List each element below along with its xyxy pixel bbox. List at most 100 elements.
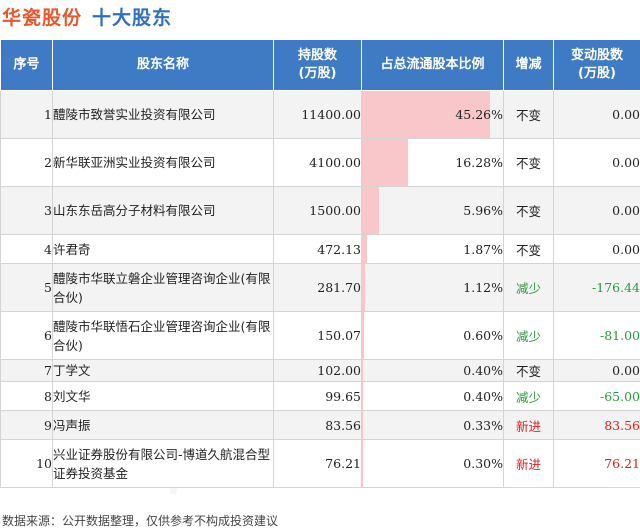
delta-shares-cell: 0.00: [553, 90, 640, 139]
holder-name-cell: 兴业证券股份有限公司-博道久航混合型证券投资基金: [52, 439, 274, 488]
holder-name-cell: 刘文华: [52, 381, 274, 411]
ratio-value: 0.30%: [463, 456, 503, 471]
section-title: 十大股东: [92, 7, 173, 29]
ratio-cell: 45.26%: [361, 90, 504, 139]
table-row: 1 醴陵市致誉实业投资有限公司 11400.00 45.26% 不变 0.00: [0, 90, 640, 139]
table-header-row: 序号 股东名称 持股数 (万股) 占总流通股本比例 增减 变动股数 (万股): [0, 39, 640, 91]
change-cell: 不变: [503, 359, 554, 382]
col-header-shares: 持股数 (万股): [273, 39, 362, 91]
delta-shares-cell: -176.44: [553, 263, 640, 312]
ratio-bar: [362, 382, 364, 410]
ratio-bar: [362, 411, 363, 439]
ratio-cell: 16.28%: [361, 138, 504, 187]
table-row: 9 冯声振 83.56 0.33% 新进 83.56: [0, 410, 640, 440]
ratio-bar: [362, 264, 366, 311]
holder-name-cell: 醴陵市华联立磐企业管理咨询企业(有限合伙): [52, 263, 274, 312]
shares-cell: 150.07: [273, 311, 362, 360]
ratio-value: 16.28%: [455, 155, 503, 170]
ratio-value: 0.40%: [463, 363, 503, 378]
holder-name-cell: 醴陵市致誉实业投资有限公司: [52, 90, 274, 139]
shares-cell: 472.13: [273, 234, 362, 264]
delta-shares-cell: 0.00: [553, 138, 640, 187]
table-row: 2 新华联亚洲实业投资有限公司 4100.00 16.28% 不变 0.00: [0, 138, 640, 187]
col-header-delta: 变动股数 (万股): [553, 39, 640, 91]
ratio-cell: 0.40%: [361, 381, 504, 411]
ratio-cell: 0.40%: [361, 359, 504, 382]
rank-cell: 2: [0, 138, 53, 187]
ratio-bar: [362, 312, 364, 359]
delta-shares-cell: 83.56: [553, 410, 640, 440]
holder-name-cell: 冯声振: [52, 410, 274, 440]
shares-cell: 1500.00: [273, 186, 362, 235]
delta-shares-cell: -65.00: [553, 381, 640, 411]
shares-cell: 11400.00: [273, 90, 362, 139]
rank-cell: 8: [0, 381, 53, 411]
delta-shares-cell: 76.21: [553, 439, 640, 488]
rank-cell: 10: [0, 439, 53, 488]
rank-cell: 7: [0, 359, 53, 382]
ratio-value: 0.33%: [463, 417, 503, 433]
shares-cell: 83.56: [273, 410, 362, 440]
table-row: 10 兴业证券股份有限公司-博道久航混合型证券投资基金 76.21 0.30% 新进 76…: [0, 439, 640, 488]
table-row: 8 刘文华 99.65 0.40% 减少 -65.00: [0, 381, 640, 411]
shares-cell: 281.70: [273, 263, 362, 312]
change-cell: 不变: [503, 234, 554, 264]
delta-shares-cell: 0.00: [553, 234, 640, 264]
ratio-cell: 0.33%: [361, 410, 504, 440]
holder-name-cell: 山东东岳高分子材料有限公司: [52, 186, 274, 235]
table-row: 6 醴陵市华联悟石企业管理咨询企业(有限合伙) 150.07 0.60% 减少 -81.0…: [0, 311, 640, 360]
rank-cell: 3: [0, 186, 53, 235]
holder-name-cell: 新华联亚洲实业投资有限公司: [52, 138, 274, 187]
top-ten-holders-table: 序号 股东名称 持股数 (万股) 占总流通股本比例 增减 变动股数 (万股) 1…: [0, 39, 640, 488]
ratio-bar: [362, 91, 490, 138]
ratio-value: 1.87%: [463, 241, 503, 257]
rank-cell: 6: [0, 311, 53, 360]
rank-cell: 9: [0, 410, 53, 440]
ratio-value: 0.60%: [463, 328, 503, 343]
shares-cell: 4100.00: [273, 138, 362, 187]
change-cell: 减少: [503, 311, 554, 360]
change-cell: 不变: [503, 138, 554, 187]
table-row: 7 丁学文 102.00 0.40% 不变 0.00: [0, 359, 640, 382]
shares-cell: 76.21: [273, 439, 362, 488]
ratio-value: 0.40%: [463, 388, 503, 404]
ratio-bar: [362, 139, 408, 186]
data-source-note: 数据来源：公开数据整理，仅供参考不构成投资建议: [2, 514, 279, 528]
ratio-cell: 1.87%: [361, 234, 504, 264]
col-header-change: 增减: [503, 39, 554, 91]
ratio-cell: 1.12%: [361, 263, 504, 312]
col-header-rank: 序号: [0, 39, 53, 91]
delta-shares-cell: -81.00: [553, 311, 640, 360]
ratio-bar: [362, 360, 364, 381]
table-row: 3 山东东岳高分子材料有限公司 1500.00 5.96% 不变 0.00: [0, 186, 640, 235]
ratio-value: 5.96%: [463, 203, 503, 218]
table-row: 4 许君奇 472.13 1.87% 不变 0.00: [0, 234, 640, 264]
col-header-ratio: 占总流通股本比例: [361, 39, 504, 91]
rank-cell: 1: [0, 90, 53, 139]
ratio-cell: 0.30%: [361, 439, 504, 488]
change-cell: 新进: [503, 410, 554, 440]
delta-shares-cell: 0.00: [553, 186, 640, 235]
title-bar: 华瓷股份 十大股东: [0, 0, 640, 32]
change-cell: 不变: [503, 90, 554, 139]
ratio-bar: [362, 235, 368, 263]
ratio-value: 45.26%: [455, 107, 503, 122]
delta-shares-cell: 0.00: [553, 359, 640, 382]
change-cell: 新进: [503, 439, 554, 488]
holder-name-cell: 醴陵市华联悟石企业管理咨询企业(有限合伙): [52, 311, 274, 360]
ratio-cell: 5.96%: [361, 186, 504, 235]
shares-cell: 99.65: [273, 381, 362, 411]
rank-cell: 4: [0, 234, 53, 264]
col-header-name: 股东名称: [52, 39, 274, 91]
change-cell: 减少: [503, 263, 554, 312]
rank-cell: 5: [0, 263, 53, 312]
holder-name-cell: 许君奇: [52, 234, 274, 264]
ratio-cell: 0.60%: [361, 311, 504, 360]
ratio-bar: [362, 187, 379, 234]
table-row: 5 醴陵市华联立磐企业管理咨询企业(有限合伙) 281.70 1.12% 减少 -176.…: [0, 263, 640, 312]
company-name: 华瓷股份: [2, 7, 83, 29]
change-cell: 减少: [503, 381, 554, 411]
shares-cell: 102.00: [273, 359, 362, 382]
ratio-bar: [362, 440, 363, 487]
holder-name-cell: 丁学文: [52, 359, 274, 382]
